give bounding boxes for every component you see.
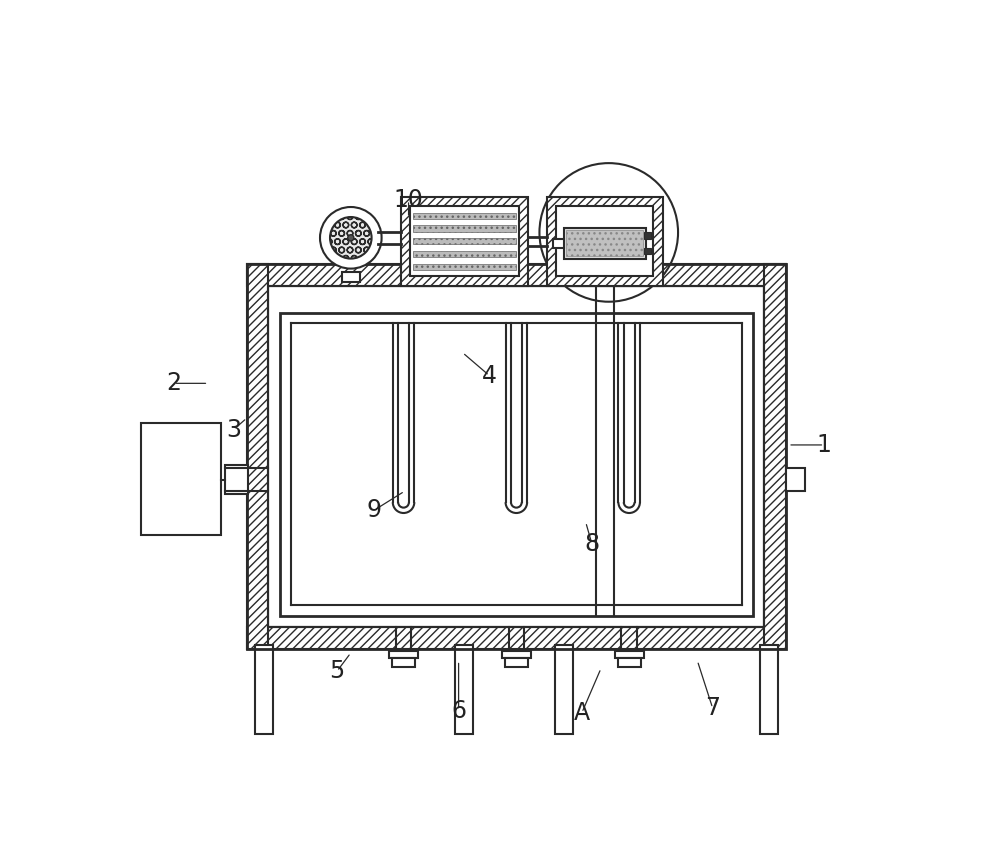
Bar — [255, 645, 273, 733]
Bar — [141, 423, 221, 535]
Bar — [392, 658, 415, 667]
Bar — [413, 264, 516, 270]
Bar — [247, 264, 786, 286]
Bar — [505, 658, 528, 667]
Bar — [547, 197, 663, 286]
Text: 7: 7 — [705, 696, 720, 720]
Circle shape — [330, 217, 372, 259]
Text: 8: 8 — [584, 531, 599, 556]
Bar — [389, 651, 418, 658]
Bar — [764, 264, 786, 649]
Text: 4: 4 — [482, 364, 497, 387]
Bar — [225, 465, 248, 494]
Bar — [413, 251, 516, 257]
Bar — [247, 264, 268, 649]
Text: 5: 5 — [329, 659, 345, 684]
Bar — [644, 233, 651, 239]
Bar — [342, 272, 360, 282]
Bar — [644, 248, 651, 254]
Bar — [555, 645, 573, 733]
Bar — [247, 628, 786, 649]
Text: 1: 1 — [817, 433, 832, 457]
Bar — [556, 206, 653, 277]
Bar — [566, 230, 643, 256]
Bar — [268, 286, 764, 628]
Bar — [401, 197, 528, 286]
Bar — [280, 312, 753, 616]
Bar — [615, 651, 644, 658]
Bar — [760, 645, 778, 733]
Bar — [413, 226, 516, 232]
Text: 10: 10 — [394, 188, 423, 212]
Bar — [268, 286, 764, 628]
Bar — [413, 213, 516, 219]
Bar — [502, 651, 531, 658]
Circle shape — [320, 207, 382, 269]
Bar — [410, 206, 519, 277]
Bar — [455, 645, 473, 733]
Bar — [553, 239, 564, 248]
Bar — [413, 239, 516, 244]
Text: 3: 3 — [226, 418, 241, 442]
Bar — [786, 468, 805, 492]
Bar — [618, 658, 641, 667]
Text: A: A — [574, 700, 590, 725]
Text: 6: 6 — [451, 699, 466, 722]
Circle shape — [348, 234, 354, 241]
Text: 2: 2 — [166, 371, 181, 395]
Bar — [564, 228, 646, 259]
Text: 9: 9 — [366, 498, 381, 522]
Bar — [247, 264, 786, 649]
